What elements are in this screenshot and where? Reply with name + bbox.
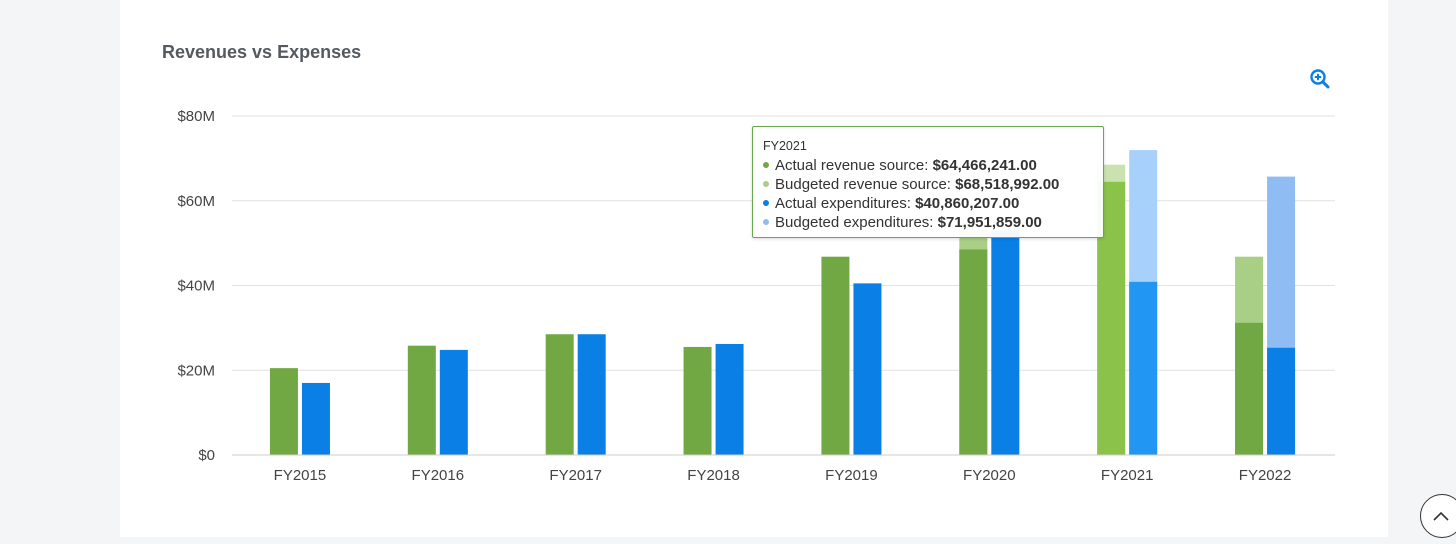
tooltip-row-actual-expenditures: Actual expenditures: $40,860,207.00 bbox=[763, 194, 1093, 213]
scroll-to-top-button[interactable] bbox=[1420, 494, 1456, 538]
tooltip-value: $71,951,859.00 bbox=[937, 214, 1042, 231]
expenditure-actual-bar bbox=[1267, 347, 1296, 455]
y-tick-label: $40M bbox=[177, 278, 215, 295]
tooltip-label: Budgeted revenue source: bbox=[775, 176, 956, 193]
revenue-actual-bar bbox=[407, 345, 436, 455]
y-tick-label: $0 bbox=[198, 447, 215, 464]
y-axis: $0 $20M $40M $60M $80M bbox=[177, 108, 215, 464]
expenditure-actual-bar bbox=[1129, 281, 1158, 455]
expenditure-actual-bar bbox=[715, 343, 744, 455]
x-tick-label: FY2020 bbox=[963, 467, 1016, 484]
tooltip-row-budgeted-revenue: Budgeted revenue source: $68,518,992.00 bbox=[763, 175, 1093, 194]
expenditure-actual-bar bbox=[439, 349, 468, 455]
expenditure-actual-bar bbox=[991, 230, 1020, 455]
revenue-actual-bar bbox=[821, 256, 850, 455]
zoom-in-icon[interactable] bbox=[1309, 68, 1331, 90]
tooltip-row-budgeted-expenditures: Budgeted expenditures: $71,951,859.00 bbox=[763, 213, 1093, 232]
expenditure-actual-bar bbox=[577, 334, 606, 455]
x-tick-label: FY2021 bbox=[1101, 467, 1154, 484]
x-tick-label: FY2016 bbox=[412, 467, 465, 484]
series-dot bbox=[763, 162, 769, 169]
chart-title: Revenues vs Expenses bbox=[162, 42, 362, 62]
revenue-actual-bar bbox=[1235, 322, 1264, 455]
revenue-actual-bar bbox=[545, 334, 574, 455]
revenue-actual-bar bbox=[683, 346, 712, 455]
tooltip-label: Budgeted expenditures: bbox=[775, 214, 938, 231]
revenue-actual-bar bbox=[269, 368, 298, 455]
revenue-actual-bar bbox=[959, 249, 988, 455]
x-tick-label: FY2022 bbox=[1239, 467, 1292, 484]
x-axis: FY2015 FY2016 FY2017 FY2018 FY2019 FY2020 FY20… bbox=[232, 454, 1335, 484]
expenditure-actual-bar bbox=[853, 283, 882, 455]
tooltip-value: $68,518,992.00 bbox=[955, 176, 1060, 193]
chart-card bbox=[120, 0, 1388, 537]
x-tick-label: FY2015 bbox=[274, 467, 327, 484]
x-tick-label: FY2018 bbox=[687, 467, 740, 484]
tooltip-header: FY2021 bbox=[763, 139, 807, 153]
y-tick-label: $20M bbox=[177, 362, 215, 379]
chart-tooltip: FY2021 Actual revenue source: $64,466,24… bbox=[752, 126, 1104, 238]
series-dot bbox=[763, 200, 769, 207]
series-dot bbox=[763, 181, 769, 188]
expenditure-actual-bar bbox=[301, 382, 330, 455]
tooltip-value: $40,860,207.00 bbox=[915, 195, 1020, 212]
tooltip-label: Actual expenditures: bbox=[775, 195, 916, 212]
x-tick-label: FY2019 bbox=[825, 467, 878, 484]
tooltip-label: Actual revenue source: bbox=[775, 157, 933, 174]
x-tick-label: FY2017 bbox=[549, 467, 602, 484]
y-tick-label: $60M bbox=[177, 193, 215, 210]
series-dot bbox=[763, 219, 769, 226]
tooltip-row-actual-revenue: Actual revenue source: $64,466,241.00 bbox=[763, 156, 1093, 175]
y-tick-label: $80M bbox=[177, 108, 215, 125]
chevron-up-icon bbox=[1433, 511, 1449, 521]
tooltip-value: $64,466,241.00 bbox=[932, 157, 1037, 174]
bars bbox=[269, 150, 1296, 456]
